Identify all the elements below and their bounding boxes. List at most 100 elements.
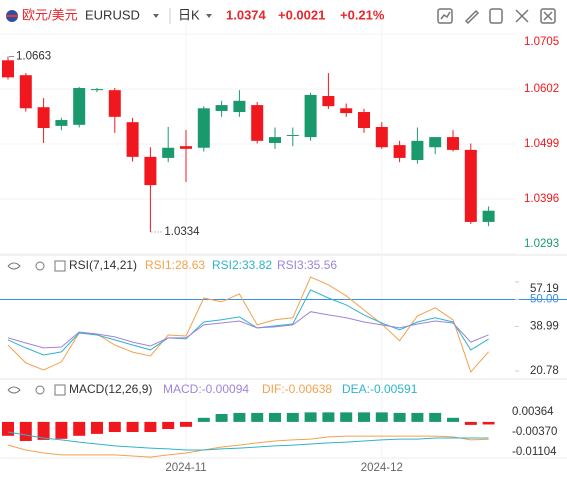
macd-bar <box>286 412 299 422</box>
macd-bar <box>162 421 175 429</box>
macd-bar <box>464 421 477 425</box>
y-tick-label: 38.99 <box>530 320 559 332</box>
macd-bar <box>73 421 86 436</box>
legend-entry: RSI2:33.82 <box>212 258 272 272</box>
price: 1.0374 <box>226 7 267 22</box>
tool-icon[interactable] <box>515 9 529 23</box>
legend-entry: DIF:-0.00638 <box>262 382 332 396</box>
macd-bar <box>91 421 103 434</box>
candle-body <box>162 147 175 158</box>
box-icon[interactable] <box>54 260 66 272</box>
y-tick-label: -0.01104 <box>512 446 557 458</box>
candle-body <box>180 146 192 149</box>
legend-entry: MACD:-0.00094 <box>163 382 249 396</box>
macd-bar <box>447 417 459 422</box>
candle-body <box>411 140 424 161</box>
tool-icon[interactable] <box>437 8 453 24</box>
candle-body <box>447 137 459 150</box>
gear-icon[interactable] <box>35 385 45 395</box>
candle-body <box>251 105 264 141</box>
candle-body <box>144 156 157 186</box>
candle-body <box>393 145 406 158</box>
y-tick-label: 1.0293 <box>524 238 559 250</box>
rsi-title: RSI(7,14,21) <box>69 258 137 272</box>
candle-body <box>73 88 86 125</box>
candle-body <box>215 105 228 111</box>
legend-entry: RSI3:35.56 <box>277 258 337 272</box>
macd-bar <box>393 412 406 422</box>
candle-body <box>126 122 139 157</box>
high-label: 1.0663 <box>16 51 51 63</box>
change-pct: +0.21% <box>340 7 385 22</box>
candle-body <box>108 90 121 117</box>
gear-icon[interactable] <box>35 261 45 271</box>
macd-title: MACD(12,26,9) <box>69 382 152 396</box>
macd-bar <box>375 412 388 422</box>
candle-body <box>286 134 299 136</box>
flag-stripe <box>6 15 18 17</box>
dropdown-icon[interactable] <box>206 14 212 18</box>
panel-tools <box>7 260 66 396</box>
macd-bar <box>358 412 370 422</box>
macd-bar <box>55 421 68 439</box>
eye-icon[interactable] <box>7 386 21 394</box>
candle-body <box>322 96 335 107</box>
toolbar <box>437 8 556 25</box>
y-tick-label: -0.00370 <box>512 426 557 438</box>
candle-body <box>55 120 68 126</box>
candle-body <box>375 126 388 148</box>
y-tick-label: 0.00364 <box>512 406 554 418</box>
macd-bar <box>251 412 264 422</box>
y-tick-label: 1.0705 <box>524 36 559 48</box>
y-tick-label: 20.78 <box>530 365 559 377</box>
symbol[interactable]: EURUSD <box>85 7 140 22</box>
tool-icon[interactable] <box>489 8 503 24</box>
candle-body <box>358 112 370 129</box>
series-line <box>7 431 489 451</box>
y-tick-label: 1.0499 <box>524 138 559 150</box>
macd-bar <box>322 412 335 422</box>
macd-bar <box>2 421 14 436</box>
dropdown-icon[interactable] <box>153 14 159 18</box>
macd-bar <box>340 412 353 422</box>
pair-name[interactable]: 欧元/美元 <box>22 7 78 22</box>
eye-icon[interactable] <box>7 262 21 270</box>
macd-bar <box>108 421 121 432</box>
tool-icon[interactable] <box>440 11 451 20</box>
candle-body <box>233 100 246 113</box>
box-icon[interactable] <box>54 384 66 396</box>
candle-body <box>197 108 210 148</box>
y-tick-label: 57.19 <box>530 283 559 295</box>
tool-icon[interactable] <box>540 8 556 24</box>
macd-bar <box>197 417 210 422</box>
candle-body <box>37 107 50 129</box>
macd-bar <box>411 412 424 422</box>
y-tick-label: 50.00 <box>530 294 559 306</box>
macd-bar <box>144 421 157 432</box>
macd-bar <box>304 412 317 422</box>
macd-bar <box>269 412 281 422</box>
candle-body <box>304 94 317 138</box>
candle-body <box>340 108 353 114</box>
candle-body <box>2 60 14 78</box>
macd-bar <box>482 421 495 425</box>
macd-bar <box>37 421 50 440</box>
y-tick-label: 1.0602 <box>524 83 559 95</box>
candle-body <box>429 137 442 148</box>
candle-body <box>269 137 281 143</box>
series-line <box>7 435 489 458</box>
tool-icon[interactable] <box>543 11 553 21</box>
macd-bar <box>233 412 246 422</box>
candle-body <box>464 149 477 222</box>
legend-entry: DEA:-0.00591 <box>342 382 418 396</box>
series-line <box>7 311 489 349</box>
candle-body <box>91 89 103 91</box>
period[interactable]: 日K <box>178 7 200 22</box>
low-label: 1.0334 <box>164 226 200 238</box>
tool-icon[interactable] <box>464 9 480 25</box>
macd-bar <box>126 421 139 432</box>
change: +0.0021 <box>278 7 325 22</box>
y-tick-label: 1.0396 <box>524 193 559 205</box>
x-tick-label: 2024-11 <box>165 462 206 474</box>
